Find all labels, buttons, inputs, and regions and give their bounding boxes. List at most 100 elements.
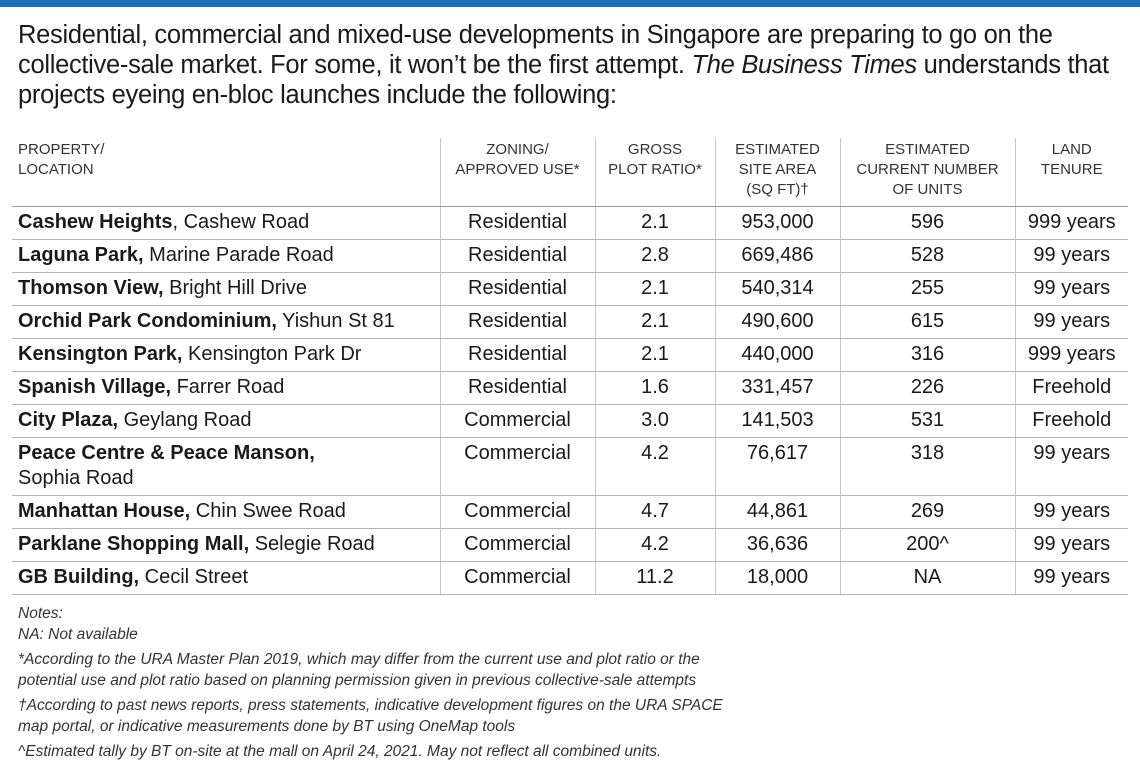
table-row: City Plaza, Geylang Road Commercial 3.0 141… [12,404,1128,438]
header-site-area: ESTIMATED SITE AREA (SQ FT)† [714,138,840,207]
cell-site-area: 36,636 [714,528,840,562]
publication-name: The Business Times [691,51,918,79]
cell-plot-ratio: 4.2 [594,528,715,562]
note-caret: ^Estimated tally by BT on-site at the ma… [18,743,662,760]
cell-property: Spanish Village, Farrer Road [12,371,440,405]
cell-tenure: 99 years [1014,272,1128,306]
cell-site-area: 44,861 [714,495,840,529]
header-zoning: ZONING/APPROVED USE* [439,138,595,207]
cell-site-area: 669,486 [714,239,840,273]
table-row: Cashew Heights, Cashew Road Residential 2.… [12,206,1128,240]
cell-plot-ratio: 4.2 [594,437,715,496]
cell-property: Orchid Park Condominium, Yishun St 81 [12,305,440,339]
cell-units: 528 [839,239,1015,273]
cell-tenure: 99 years [1014,239,1128,273]
cell-units: NA [839,561,1015,595]
cell-units: 226 [839,371,1015,405]
cell-property: City Plaza, Geylang Road [12,404,440,438]
cell-zoning: Commercial [439,561,595,595]
cell-property: Kensington Park, Kensington Park Dr [12,338,440,372]
cell-units: 316 [839,338,1015,372]
table-row: Thomson View, Bright Hill Drive Residenti… [12,272,1128,306]
table-row: Peace Centre & Peace Manson, Sophia Road C… [12,437,1128,496]
property-location: Marine Parade Road [143,244,334,266]
note-dagger-1: †According to past news reports, press s… [18,697,723,714]
cell-property: Parklane Shopping Mall, Selegie Road [12,528,440,562]
top-accent-bar [0,0,1140,7]
table-body: Cashew Heights, Cashew Road Residential 2.… [12,206,1128,595]
property-location: Selegie Road [249,533,375,555]
cell-units: 596 [839,206,1015,240]
cell-tenure: Freehold [1014,371,1128,405]
cell-tenure: 99 years [1014,437,1128,496]
cell-zoning: Residential [439,206,595,240]
cell-plot-ratio: 2.1 [594,206,715,240]
property-name: Kensington Park, [18,343,183,365]
cell-property: Manhattan House, Chin Swee Road [12,495,440,529]
property-location: Geylang Road [118,409,252,431]
note-asterisk-2: potential use and plot ratio based on pl… [18,672,697,689]
table-row: Orchid Park Condominium, Yishun St 81 Res… [12,305,1128,339]
property-location: Yishun St 81 [276,310,395,332]
property-name: Orchid Park Condominium, [18,310,277,332]
cell-tenure: Freehold [1014,404,1128,438]
property-name: Parklane Shopping Mall, [18,533,250,555]
cell-zoning: Commercial [439,437,595,496]
property-name: Peace Centre & Peace Manson, [18,442,315,464]
cell-plot-ratio: 2.1 [594,305,715,339]
cell-site-area: 490,600 [714,305,840,339]
cell-zoning: Residential [439,305,595,339]
cell-plot-ratio: 1.6 [594,371,715,405]
cell-zoning: Residential [439,239,595,273]
cell-property: Thomson View, Bright Hill Drive [12,272,440,306]
notes-section: Notes: NA: Not available *According to t… [18,603,1118,762]
property-name: Spanish Village, [18,376,172,398]
property-name: GB Building, [18,566,140,588]
cell-units: 531 [839,404,1015,438]
en-bloc-table: PROPERTY/LOCATION ZONING/APPROVED USE* G… [12,138,1128,595]
cell-zoning: Residential [439,371,595,405]
property-location: Farrer Road [171,376,285,398]
cell-zoning: Residential [439,338,595,372]
cell-plot-ratio: 3.0 [594,404,715,438]
cell-zoning: Residential [439,272,595,306]
property-location: , Cashew Road [172,211,310,233]
cell-plot-ratio: 2.1 [594,338,715,372]
property-location: Bright Hill Drive [163,277,307,299]
cell-site-area: 331,457 [714,371,840,405]
cell-site-area: 540,314 [714,272,840,306]
cell-zoning: Commercial [439,528,595,562]
intro-text-1: Residential, commercial and mixed-use de… [18,21,1053,79]
cell-property: Peace Centre & Peace Manson, Sophia Road [12,437,440,496]
cell-units: 318 [839,437,1015,496]
table-row: Parklane Shopping Mall, Selegie Road Comm… [12,528,1128,562]
cell-plot-ratio: 4.7 [594,495,715,529]
cell-tenure: 99 years [1014,561,1128,595]
header-property: PROPERTY/LOCATION [12,138,440,207]
cell-tenure: 999 years [1014,338,1128,372]
note-asterisk-1: *According to the URA Master Plan 2019, … [18,651,700,668]
cell-tenure: 99 years [1014,528,1128,562]
property-name: Laguna Park, [18,244,144,266]
property-name: Thomson View, [18,277,164,299]
property-name: Cashew Heights [18,211,173,233]
property-location: Chin Swee Road [190,500,346,522]
cell-property: GB Building, Cecil Street [12,561,440,595]
note-na: NA: Not available [18,626,138,643]
table-header-row: PROPERTY/LOCATION ZONING/APPROVED USE* G… [12,138,1128,207]
table-row: Spanish Village, Farrer Road Residential 1… [12,371,1128,405]
cell-property: Cashew Heights, Cashew Road [12,206,440,240]
cell-tenure: 99 years [1014,305,1128,339]
header-tenure: LAND TENURE [1014,138,1128,207]
cell-property: Laguna Park, Marine Parade Road [12,239,440,273]
cell-site-area: 440,000 [714,338,840,372]
notes-heading: Notes: [18,605,63,622]
property-name: City Plaza, [18,409,119,431]
cell-units: 200^ [839,528,1015,562]
cell-units: 615 [839,305,1015,339]
cell-zoning: Commercial [439,404,595,438]
cell-zoning: Commercial [439,495,595,529]
cell-plot-ratio: 2.1 [594,272,715,306]
cell-site-area: 953,000 [714,206,840,240]
intro-paragraph: Residential, commercial and mixed-use de… [18,20,1128,110]
